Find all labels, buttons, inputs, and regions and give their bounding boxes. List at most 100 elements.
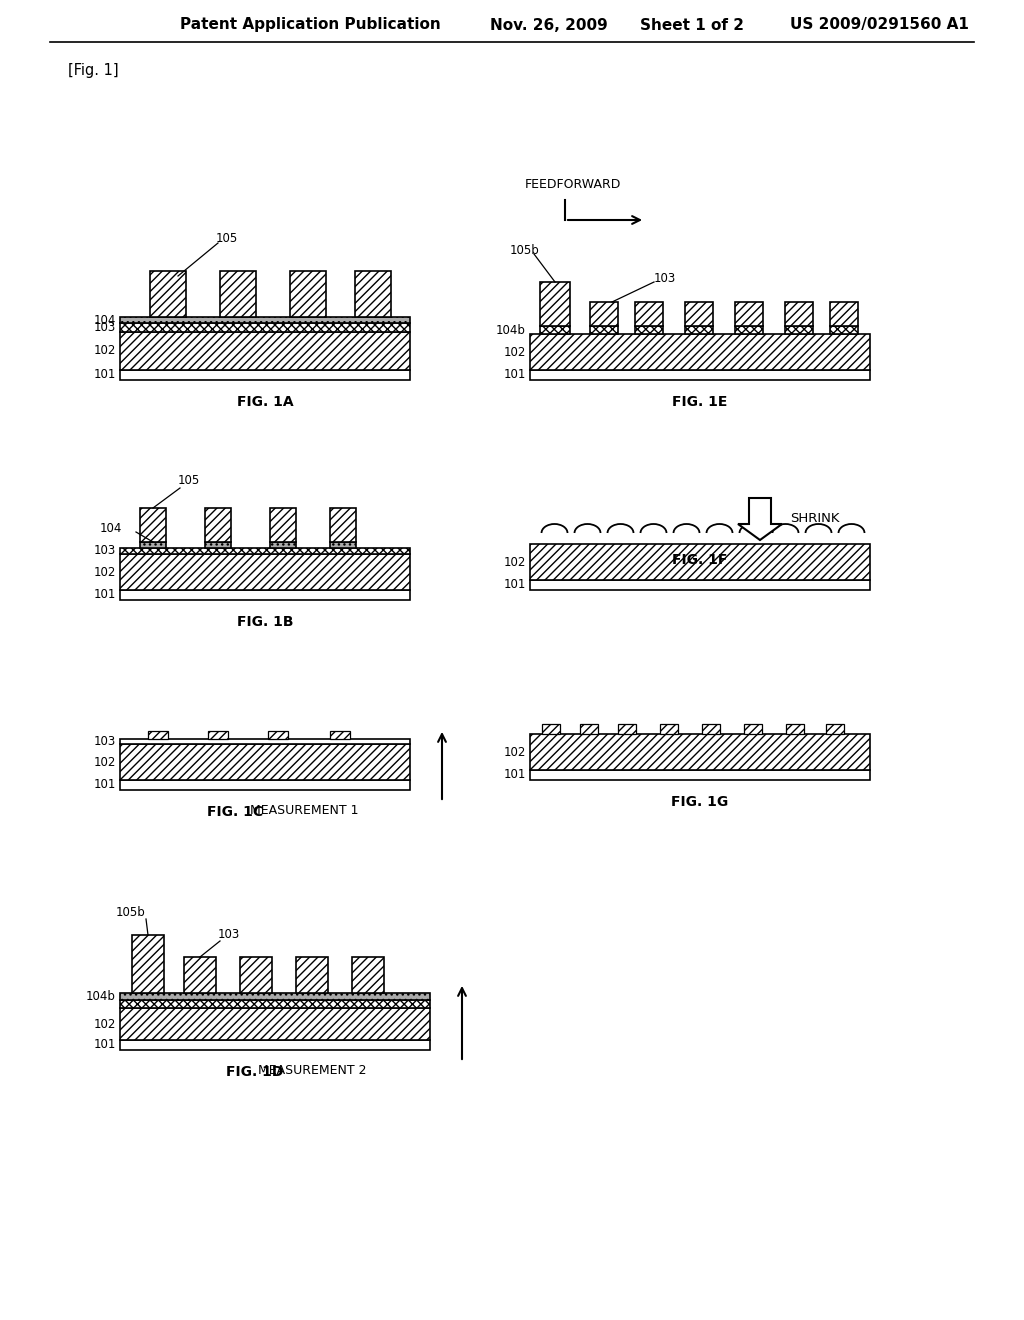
Bar <box>330 543 356 548</box>
Bar <box>140 543 166 548</box>
Text: 101: 101 <box>93 779 116 792</box>
Bar <box>635 302 663 326</box>
Text: FIG. 1E: FIG. 1E <box>673 395 728 409</box>
Bar <box>330 731 350 739</box>
Bar <box>120 323 410 333</box>
Bar <box>120 744 410 780</box>
Bar <box>240 957 272 993</box>
Text: FIG. 1C: FIG. 1C <box>207 805 263 818</box>
Bar <box>205 543 231 548</box>
Text: Nov. 26, 2009: Nov. 26, 2009 <box>490 17 608 33</box>
Text: 104b: 104b <box>86 990 116 1003</box>
Polygon shape <box>738 498 782 540</box>
Text: MEASUREMENT 2: MEASUREMENT 2 <box>258 1064 367 1077</box>
Bar <box>290 271 326 317</box>
Text: 101: 101 <box>504 578 526 591</box>
Bar <box>530 734 870 770</box>
Bar <box>120 1040 430 1049</box>
Text: 105: 105 <box>216 232 239 246</box>
Text: 102: 102 <box>504 746 526 759</box>
Bar <box>530 370 870 380</box>
Text: 102: 102 <box>93 1018 116 1031</box>
Bar <box>735 326 763 334</box>
Text: 103: 103 <box>94 544 116 557</box>
Bar <box>268 731 288 739</box>
Bar <box>542 723 560 734</box>
Text: 102: 102 <box>504 556 526 569</box>
Bar <box>148 731 168 739</box>
Bar <box>785 326 813 334</box>
Bar <box>132 935 164 993</box>
Bar <box>540 326 570 334</box>
Text: 101: 101 <box>93 368 116 381</box>
Text: 104: 104 <box>93 314 116 326</box>
Bar <box>685 326 713 334</box>
Bar <box>330 508 356 543</box>
Text: Patent Application Publication: Patent Application Publication <box>180 17 440 33</box>
Bar <box>590 326 618 334</box>
Bar <box>530 579 870 590</box>
Text: SHRINK: SHRINK <box>790 512 840 525</box>
Text: FIG. 1G: FIG. 1G <box>672 795 729 809</box>
Bar <box>530 544 870 579</box>
Bar <box>120 739 410 744</box>
Bar <box>826 723 844 734</box>
Text: FIG. 1F: FIG. 1F <box>673 553 728 568</box>
Text: Sheet 1 of 2: Sheet 1 of 2 <box>640 17 744 33</box>
Bar <box>120 590 410 601</box>
Bar <box>120 780 410 789</box>
Text: MEASUREMENT 1: MEASUREMENT 1 <box>250 804 358 817</box>
Bar <box>140 508 166 543</box>
Text: FIG. 1B: FIG. 1B <box>237 615 293 630</box>
Bar <box>270 543 296 548</box>
Bar <box>530 334 870 370</box>
Bar <box>120 548 410 554</box>
Bar <box>735 302 763 326</box>
Bar <box>120 317 410 323</box>
Bar <box>220 271 256 317</box>
Bar <box>120 1001 430 1008</box>
Bar <box>120 1008 430 1040</box>
Bar <box>660 723 678 734</box>
Text: 105b: 105b <box>510 243 540 256</box>
Text: FIG. 1A: FIG. 1A <box>237 395 293 409</box>
Text: 101: 101 <box>93 589 116 602</box>
Text: 104: 104 <box>99 521 122 535</box>
Text: [Fig. 1]: [Fig. 1] <box>68 62 119 78</box>
Bar <box>120 333 410 370</box>
Text: 102: 102 <box>93 565 116 578</box>
Bar <box>830 302 858 326</box>
Bar <box>590 302 618 326</box>
Bar <box>830 326 858 334</box>
Text: 104b: 104b <box>496 323 526 337</box>
Text: 101: 101 <box>504 768 526 781</box>
Bar <box>618 723 636 734</box>
Text: 102: 102 <box>504 346 526 359</box>
Bar <box>184 957 216 993</box>
Bar <box>685 302 713 326</box>
Bar <box>120 554 410 590</box>
Bar <box>355 271 391 317</box>
Bar <box>120 370 410 380</box>
Bar <box>785 302 813 326</box>
Bar <box>530 770 870 780</box>
Bar <box>208 731 228 739</box>
Text: 102: 102 <box>93 345 116 358</box>
Bar <box>270 508 296 543</box>
Bar <box>786 723 804 734</box>
Bar <box>744 723 762 734</box>
Bar <box>205 508 231 543</box>
Text: FEEDFORWARD: FEEDFORWARD <box>525 178 622 191</box>
Text: 103: 103 <box>94 321 116 334</box>
Bar <box>635 326 663 334</box>
Text: FIG. 1D: FIG. 1D <box>226 1065 284 1078</box>
Text: 101: 101 <box>504 368 526 381</box>
Bar <box>296 957 328 993</box>
Text: 103: 103 <box>94 735 116 748</box>
Text: 105b: 105b <box>116 907 145 920</box>
Bar <box>352 957 384 993</box>
Text: 103: 103 <box>218 928 241 941</box>
Text: 103: 103 <box>654 272 676 285</box>
Text: 102: 102 <box>93 755 116 768</box>
Bar <box>120 993 430 1001</box>
